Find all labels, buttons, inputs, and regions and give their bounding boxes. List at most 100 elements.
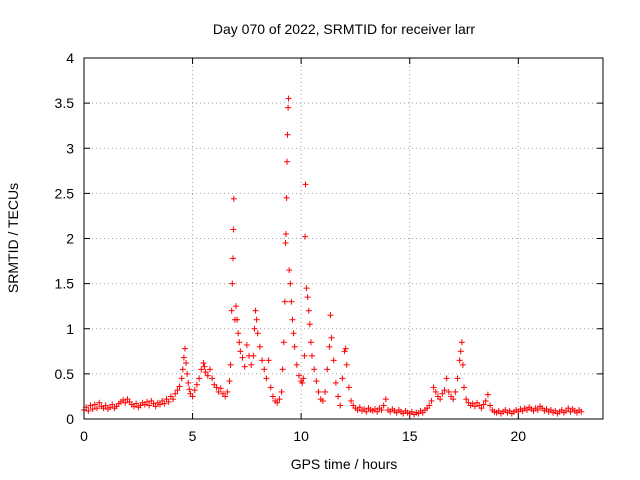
data-point: [441, 387, 448, 394]
data-point: [282, 240, 289, 247]
x-tick-label: 5: [189, 428, 197, 444]
data-point: [332, 379, 339, 386]
data-point: [382, 396, 389, 403]
data-point: [157, 401, 164, 408]
data-point: [291, 343, 298, 350]
data-point: [319, 397, 326, 404]
data-point: [439, 390, 446, 397]
data-point: [198, 366, 205, 373]
data-point: [430, 384, 437, 391]
data-point: [339, 375, 346, 382]
data-point: [206, 366, 213, 373]
data-point: [309, 352, 316, 359]
data-point: [94, 405, 101, 412]
data-point: [226, 378, 233, 385]
data-point: [307, 339, 314, 346]
data-point: [337, 402, 344, 409]
data-point: [315, 388, 322, 395]
data-point: [204, 372, 211, 379]
data-point: [185, 379, 192, 386]
data-point: [259, 357, 266, 364]
data-point: [122, 399, 129, 406]
y-tick-label: 1.5: [55, 276, 75, 292]
data-point: [380, 402, 387, 409]
data-point: [165, 398, 172, 405]
data-point: [458, 339, 465, 346]
data-point: [235, 330, 242, 337]
data-point: [174, 387, 181, 394]
data-point: [89, 406, 96, 413]
data-point: [328, 334, 335, 341]
data-point: [534, 406, 541, 413]
data-point: [343, 361, 350, 368]
data-point: [283, 194, 290, 201]
data-point: [229, 280, 236, 287]
data-point: [96, 399, 103, 406]
data-point: [184, 370, 191, 377]
data-point: [250, 352, 257, 359]
data-point: [143, 398, 150, 405]
data-point: [161, 400, 168, 407]
data-point: [432, 388, 439, 395]
data-point: [217, 385, 224, 392]
y-tick-label: 0.5: [55, 366, 75, 382]
data-point: [193, 381, 200, 388]
data-point: [229, 255, 236, 262]
data-point: [293, 361, 300, 368]
data-points: [81, 95, 585, 418]
y-tick-label: 0: [66, 411, 74, 427]
data-point: [196, 375, 203, 382]
data-point: [284, 158, 291, 165]
data-point: [181, 345, 188, 352]
data-point: [152, 403, 159, 410]
data-point: [191, 387, 198, 394]
data-point: [234, 316, 241, 323]
data-point: [209, 375, 216, 382]
data-point: [276, 396, 283, 403]
data-point: [202, 369, 209, 376]
data-point: [286, 267, 293, 274]
data-point: [437, 396, 444, 403]
x-tick-label: 10: [293, 428, 309, 444]
data-point: [179, 366, 186, 373]
data-point: [327, 312, 334, 319]
data-point: [183, 360, 190, 367]
y-tick-label: 1: [66, 321, 74, 337]
grid-layer: [84, 58, 603, 419]
data-point: [251, 325, 258, 332]
data-point: [237, 348, 244, 355]
data-point: [170, 396, 177, 403]
data-point: [306, 321, 313, 328]
data-point: [450, 396, 457, 403]
data-point: [189, 393, 196, 400]
y-tick-label: 3.5: [55, 95, 75, 111]
data-point: [287, 280, 294, 287]
data-point: [227, 361, 234, 368]
data-point: [282, 230, 289, 237]
x-axis-label: GPS time / hours: [291, 456, 398, 472]
data-point: [252, 307, 259, 314]
data-point: [230, 226, 237, 233]
data-point: [302, 233, 309, 240]
data-point: [452, 388, 459, 395]
data-point: [284, 131, 291, 138]
data-point: [243, 341, 250, 348]
data-point: [345, 384, 352, 391]
data-point: [461, 384, 468, 391]
data-point: [289, 316, 296, 323]
data-point: [478, 405, 485, 412]
data-point: [228, 307, 235, 314]
data-point: [236, 339, 243, 346]
data-point: [200, 360, 207, 367]
data-point: [445, 388, 452, 395]
data-point: [239, 354, 246, 361]
y-tick-label: 4: [66, 50, 74, 66]
data-point: [374, 408, 381, 415]
data-point: [324, 366, 331, 373]
data-point: [279, 366, 286, 373]
data-point: [85, 407, 92, 414]
data-point: [565, 405, 572, 412]
data-point: [222, 393, 229, 400]
data-point: [322, 388, 329, 395]
